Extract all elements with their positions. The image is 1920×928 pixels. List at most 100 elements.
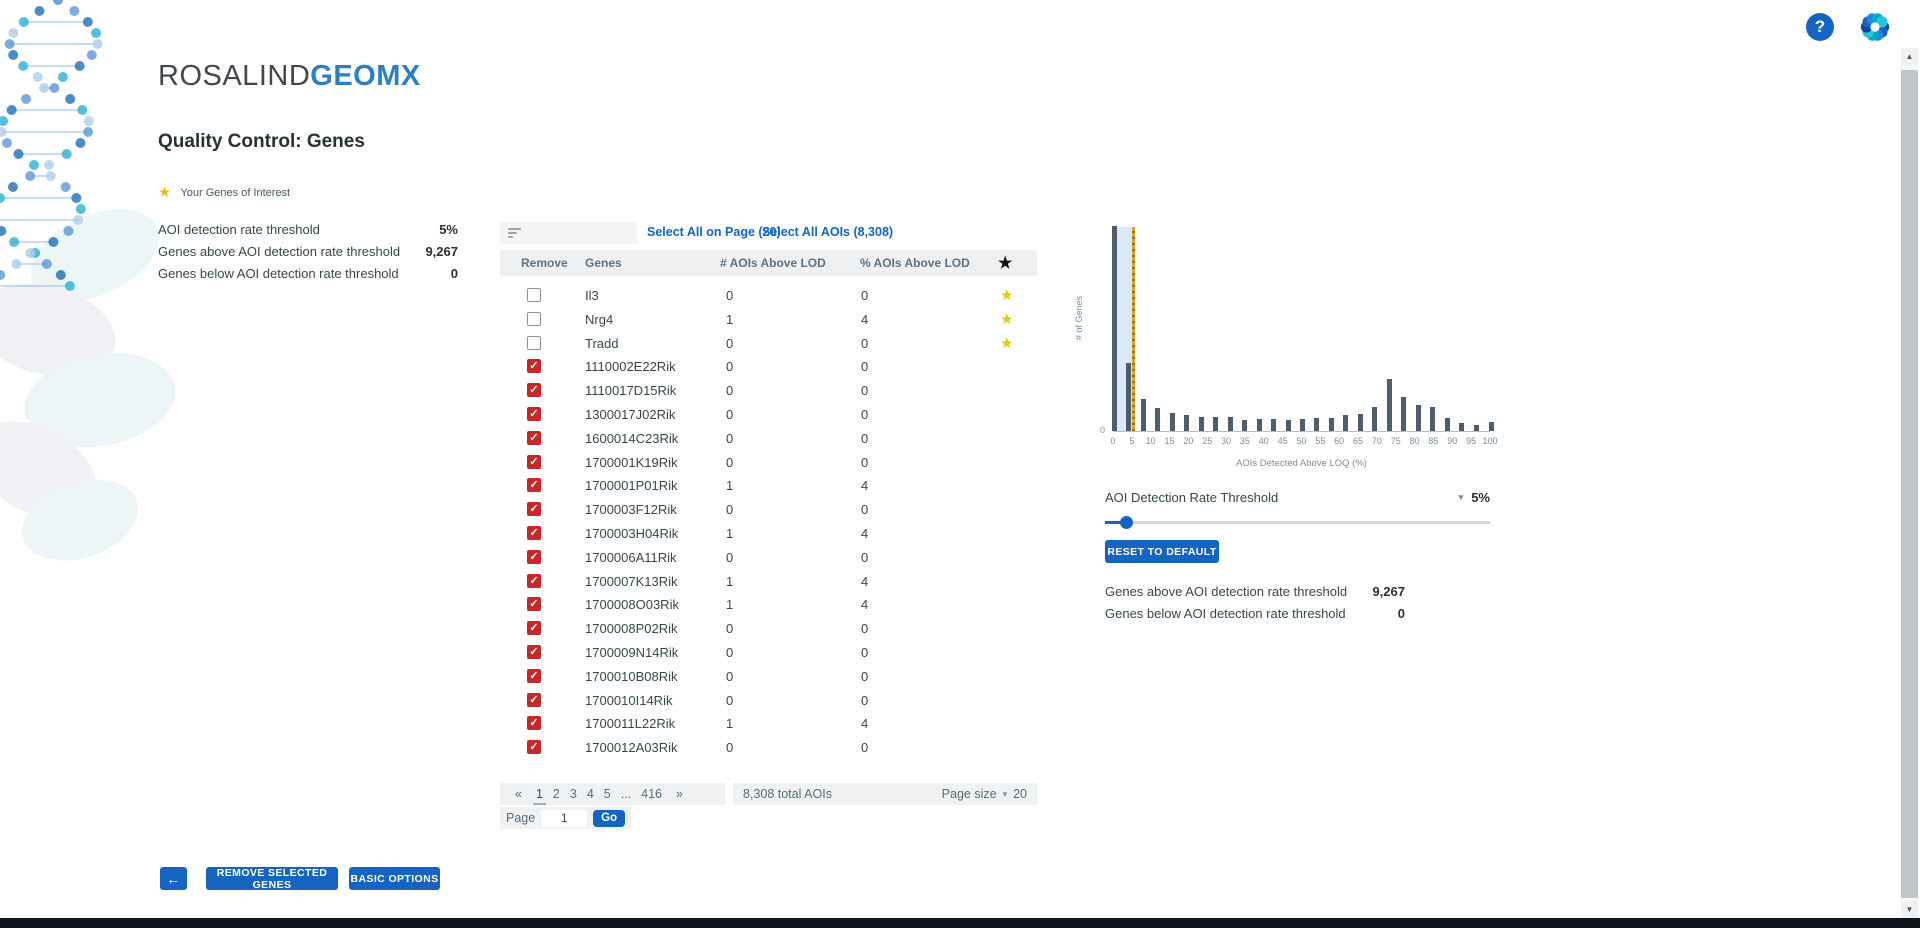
num-aois-above-lod: 0: [726, 668, 734, 684]
col-remove: Remove: [521, 256, 568, 270]
histogram-bar: [1125, 363, 1131, 431]
num-aois-above-lod: 0: [726, 430, 734, 446]
pct-aois-above-lod: 0: [861, 454, 869, 470]
histogram-bar: [1270, 419, 1276, 431]
gene-name: 1300017J02Rik: [585, 406, 676, 422]
histogram-bar: [1488, 421, 1494, 431]
pager-page[interactable]: 5: [603, 787, 611, 801]
histogram-bar: [1285, 420, 1291, 431]
histogram-bar: [1314, 418, 1320, 431]
chevron-down-icon[interactable]: ▾: [1458, 492, 1464, 502]
scroll-up-icon[interactable]: ▲: [1901, 48, 1918, 65]
go-button[interactable]: Go: [593, 809, 625, 827]
summary-label: Genes above AOI detection rate threshold: [1105, 583, 1348, 599]
summary-row: Genes above AOI detection rate threshold…: [158, 240, 458, 262]
x-tick-label: 30: [1221, 436, 1232, 446]
num-aois-above-lod: 0: [726, 406, 734, 422]
basic-options-button[interactable]: BASIC OPTIONS: [349, 867, 440, 890]
chevron-down-icon: ▾: [1002, 788, 1008, 799]
slider-thumb[interactable]: [1120, 516, 1134, 529]
remove-checkbox[interactable]: [527, 311, 541, 326]
remove-checkbox[interactable]: ✓: [527, 716, 541, 731]
x-tick-label: 55: [1315, 436, 1326, 446]
histogram-bar: [1343, 414, 1349, 431]
pager-page[interactable]: 4: [586, 787, 594, 801]
pager-ellipsis: ...: [620, 787, 632, 801]
table-row: ✓ 1700007K13Rik 1 4: [500, 570, 1037, 594]
table-row: ✓ 1300017J02Rik 0 0: [500, 403, 1037, 427]
remove-checkbox[interactable]: ✓: [527, 597, 541, 612]
chart-y-axis-label: # of Genes: [1074, 295, 1084, 340]
gene-name: 1700007K13Rik: [585, 573, 678, 589]
x-tick-label: 100: [1482, 436, 1498, 446]
page-size-dropdown[interactable]: Page size ▾ 20: [942, 787, 1027, 801]
scrollbar[interactable]: ▲ ▼: [1901, 48, 1918, 918]
page-number-input[interactable]: [541, 809, 588, 827]
select-all-on-page-link[interactable]: Select All on Page (20): [647, 225, 781, 239]
remove-checkbox[interactable]: ✓: [527, 430, 541, 445]
summary-value: 0: [1397, 605, 1405, 621]
page-size-value: 20: [1013, 787, 1027, 801]
table-row: Nrg4 1 4 ★: [500, 308, 1037, 332]
x-tick-label: 85: [1428, 436, 1439, 446]
remove-checkbox[interactable]: ✓: [527, 740, 541, 755]
threshold-percent: 5%: [1471, 490, 1490, 505]
gene-of-interest-star-icon: ★: [1000, 287, 1014, 304]
summary-row: Genes below AOI detection rate threshold…: [1105, 602, 1405, 624]
settings-icon[interactable]: [1858, 10, 1892, 44]
filter-input[interactable]: [500, 222, 637, 244]
slider-track[interactable]: [1105, 521, 1490, 524]
threshold-slider[interactable]: [1105, 515, 1490, 529]
gene-name: Il3: [585, 288, 599, 303]
pager-page[interactable]: 2: [552, 787, 560, 801]
reset-to-default-button[interactable]: RESET TO DEFAULT: [1105, 540, 1219, 563]
remove-checkbox[interactable]: ✓: [527, 644, 541, 659]
histogram-bar: [1358, 413, 1364, 431]
x-tick-label: 40: [1258, 436, 1269, 446]
remove-selected-genes-button[interactable]: REMOVE SELECTED GENES: [206, 867, 338, 891]
pager-last[interactable]: »: [676, 787, 683, 801]
gene-name: 1700001P01Rik: [585, 478, 678, 494]
num-aois-above-lod: 0: [726, 359, 734, 375]
remove-checkbox[interactable]: ✓: [527, 359, 541, 374]
remove-checkbox[interactable]: ✓: [527, 525, 541, 540]
pager-page[interactable]: 3: [569, 787, 577, 801]
gene-name: 1700008P02Rik: [585, 621, 678, 637]
remove-checkbox[interactable]: ✓: [527, 502, 541, 517]
remove-checkbox[interactable]: ✓: [527, 406, 541, 421]
pct-aois-above-lod: 0: [861, 621, 869, 637]
scroll-down-icon[interactable]: ▼: [1901, 901, 1918, 918]
remove-checkbox[interactable]: ✓: [527, 692, 541, 707]
pager-page[interactable]: 1: [531, 783, 548, 805]
pct-aois-above-lod: 0: [861, 740, 869, 756]
pager-page[interactable]: 416: [641, 787, 662, 801]
num-aois-above-lod: 0: [726, 335, 734, 351]
num-aois-above-lod: 0: [726, 549, 734, 565]
summary-label: Genes above AOI detection rate threshold: [158, 243, 401, 259]
gene-name: 1700010B08Rik: [585, 668, 678, 684]
remove-checkbox[interactable]: ✓: [527, 454, 541, 469]
remove-checkbox[interactable]: ✓: [527, 668, 541, 683]
back-button[interactable]: ←: [160, 867, 187, 890]
brand-primary: ROSALIND: [158, 60, 311, 92]
summary-left: AOI detection rate threshold 5% Genes abov…: [158, 218, 458, 284]
threshold-dashed-line: [1131, 227, 1135, 431]
remove-checkbox[interactable]: ✓: [527, 383, 541, 398]
remove-checkbox[interactable]: ✓: [527, 478, 541, 493]
help-icon[interactable]: ?: [1806, 13, 1834, 41]
summary-label: Genes below AOI detection rate threshold: [158, 265, 399, 281]
remove-checkbox[interactable]: ✓: [527, 549, 541, 564]
pct-aois-above-lod: 0: [861, 549, 869, 565]
scrollbar-thumb[interactable]: [1901, 70, 1918, 898]
pager-info: 8,308 total AOIs Page size ▾ 20: [733, 783, 1037, 805]
col-star-icon: ★: [998, 255, 1013, 272]
histogram-bar: [1154, 408, 1160, 431]
histogram-bar: [1329, 418, 1335, 431]
select-all-aois-link[interactable]: Select All AOIs (8,308): [762, 225, 894, 239]
pct-aois-above-lod: 0: [861, 644, 869, 660]
pager-first[interactable]: «: [515, 787, 522, 801]
remove-checkbox[interactable]: ✓: [527, 573, 541, 588]
remove-checkbox[interactable]: [527, 335, 541, 350]
remove-checkbox[interactable]: ✓: [527, 621, 541, 636]
remove-checkbox[interactable]: [527, 288, 541, 302]
